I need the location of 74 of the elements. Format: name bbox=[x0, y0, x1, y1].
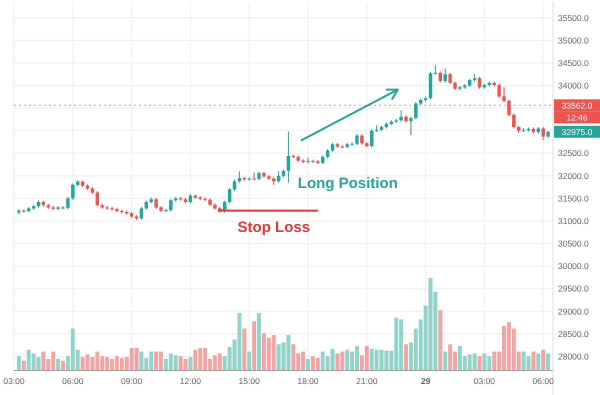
candlestick bbox=[140, 206, 144, 220]
bar bbox=[478, 356, 482, 370]
bar bbox=[546, 353, 550, 370]
x-tick-label: 09:00 bbox=[120, 376, 143, 386]
candlestick bbox=[238, 170, 242, 184]
y-tick-label: 31500.0 bbox=[558, 193, 589, 204]
x-tick-label: 06:00 bbox=[62, 376, 84, 386]
candlestick bbox=[512, 113, 516, 129]
candlestick bbox=[448, 72, 452, 85]
candlestick bbox=[326, 148, 330, 159]
bar bbox=[22, 360, 26, 370]
bar bbox=[257, 312, 261, 370]
bar bbox=[306, 358, 310, 370]
bar bbox=[541, 350, 546, 370]
candlestick bbox=[252, 172, 256, 181]
y-tick-label: 34500.0 bbox=[558, 58, 589, 68]
candlestick bbox=[497, 83, 501, 98]
candlestick bbox=[409, 116, 413, 136]
candlestick bbox=[154, 197, 158, 210]
annotation: Long Position bbox=[298, 174, 398, 192]
candlestick bbox=[276, 170, 280, 184]
x-tick-label: 03:00 bbox=[474, 376, 496, 386]
candlestick bbox=[330, 142, 334, 152]
candlestick bbox=[228, 188, 232, 204]
candlestick bbox=[188, 193, 192, 204]
candlestick bbox=[144, 200, 148, 210]
text: 32975.0 bbox=[562, 126, 593, 137]
bar bbox=[242, 328, 246, 370]
candlestick bbox=[414, 102, 418, 120]
x-tick-label: 29 bbox=[420, 376, 431, 386]
y-tick-label: 29500.0 bbox=[558, 284, 589, 294]
y-tick-label: 31000.0 bbox=[558, 216, 589, 226]
bar bbox=[16, 356, 21, 370]
y-tick-label: 30000.0 bbox=[558, 261, 589, 272]
candlestick bbox=[541, 126, 545, 141]
candlestick bbox=[71, 183, 75, 200]
x-tick-label: 06:00 bbox=[532, 376, 554, 386]
candlestick bbox=[96, 190, 100, 208]
candlestick bbox=[66, 196, 70, 210]
bar bbox=[56, 358, 60, 370]
x-tick-label: 21:00 bbox=[356, 376, 378, 386]
x-tick-label: 15:00 bbox=[238, 376, 260, 386]
bar bbox=[247, 352, 252, 370]
y-tick-label: 29000.0 bbox=[558, 306, 589, 316]
y-tick-label: 32500.0 bbox=[558, 148, 589, 158]
bar bbox=[61, 360, 65, 370]
bar bbox=[443, 352, 448, 370]
y-tick-label: 35500.0 bbox=[558, 12, 589, 23]
x-tick-label: 12:00 bbox=[180, 376, 202, 386]
candlestick bbox=[355, 134, 359, 146]
candlestick bbox=[360, 134, 364, 146]
candlestick bbox=[286, 131, 290, 184]
bar bbox=[252, 321, 256, 370]
y-tick-label: 28000.0 bbox=[558, 351, 589, 362]
y-tick-label: 30500.0 bbox=[558, 238, 589, 249]
ref-line-label: 33562.0 bbox=[562, 100, 593, 110]
y-tick-label: 35000.0 bbox=[558, 35, 589, 46]
text: 12:46 bbox=[566, 112, 588, 122]
candlestick bbox=[399, 110, 403, 122]
y-tick-label: 32000.0 bbox=[558, 170, 589, 181]
bar bbox=[188, 357, 192, 370]
x-tick-label: 03:00 bbox=[3, 376, 25, 386]
x-tick-label: 18:00 bbox=[297, 376, 319, 386]
candlestick bbox=[438, 71, 442, 83]
bar bbox=[438, 310, 442, 370]
candlestick bbox=[169, 198, 173, 212]
bar bbox=[404, 344, 408, 370]
bar bbox=[531, 352, 536, 370]
candlestick bbox=[443, 68, 447, 83]
annotation: Stop Loss bbox=[238, 218, 310, 236]
candlestick bbox=[507, 99, 511, 117]
y-tick-label: 28500.0 bbox=[558, 328, 589, 339]
bar bbox=[536, 353, 540, 370]
y-tick-label: 34000.0 bbox=[558, 80, 589, 91]
